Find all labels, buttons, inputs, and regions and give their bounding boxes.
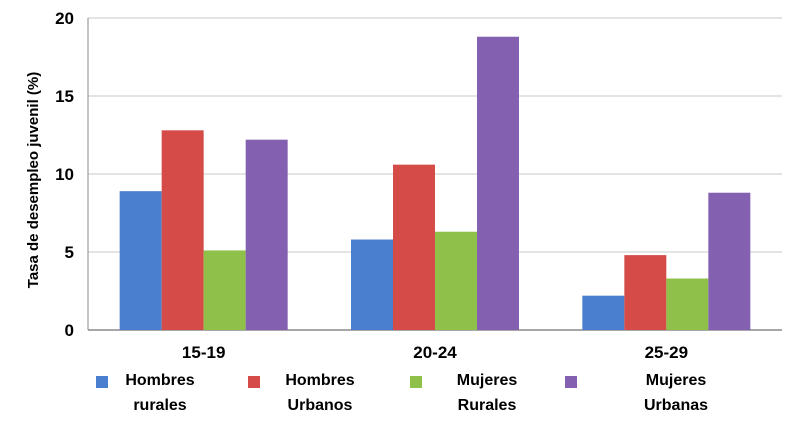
cropped-title-strip (0, 0, 790, 6)
legend-label-line1: Hombres (285, 372, 354, 389)
legend-label-line2: Rurales (458, 397, 517, 414)
bar-20-24-1 (393, 164, 435, 330)
y-axis-label: Tasa de desempleo juvenil (%) (25, 72, 42, 288)
x-category-label: 25-29 (645, 343, 688, 362)
x-category-labels: 15-19 20-24 25-29 (182, 343, 688, 362)
y-tick-labels: 0 5 10 15 20 (55, 9, 74, 340)
bar-15-19-1 (161, 130, 204, 330)
legend-swatch (565, 376, 577, 388)
legend-label-line2: Urbanos (288, 397, 353, 414)
legend-label-line1: Mujeres (646, 372, 707, 389)
bar-20-24-0 (351, 239, 393, 330)
bar-15-19-2 (203, 250, 246, 330)
bar-25-29-3 (708, 192, 751, 330)
x-category-label: 20-24 (413, 343, 457, 362)
y-tick-label: 0 (65, 321, 74, 340)
y-tick-label: 20 (55, 9, 74, 28)
legend-label-line1: Hombres (125, 372, 194, 389)
legend-label-line2: rurales (133, 397, 186, 414)
x-category-label: 15-19 (182, 343, 225, 362)
bar-25-29-1 (624, 255, 667, 330)
bar-25-29-2 (666, 278, 709, 330)
legend-label-line1: Mujeres (457, 372, 518, 389)
bar-15-19-3 (245, 139, 288, 330)
y-tick-label: 5 (65, 243, 74, 262)
y-tick-label: 15 (55, 87, 74, 106)
bars (119, 36, 751, 330)
legend-label-line2: Urbanas (644, 397, 708, 414)
legend-swatch (96, 376, 108, 388)
bar-20-24-2 (435, 231, 477, 330)
legend: Hombres rurales Hombres Urbanos Mujeres Rural… (96, 372, 708, 414)
legend-swatch (410, 376, 422, 388)
bar-20-24-3 (477, 36, 519, 330)
bar-15-19-0 (119, 191, 162, 330)
bar-25-29-0 (582, 295, 625, 330)
y-tick-label: 10 (55, 165, 74, 184)
legend-swatch (248, 376, 260, 388)
